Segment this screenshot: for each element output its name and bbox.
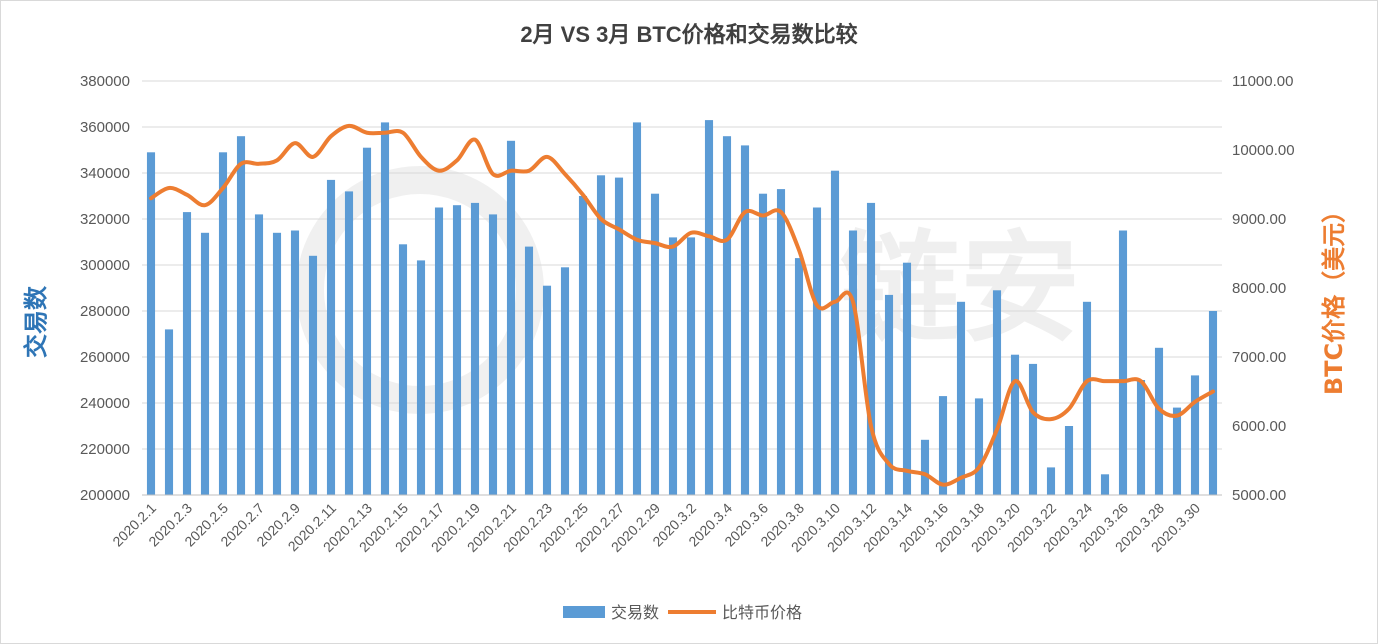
legend-swatch-bar [563,606,605,618]
right-tick-label: 10000.00 [1232,142,1295,159]
bar [1028,363,1038,495]
bar [200,232,210,496]
bar [308,255,318,495]
bar [884,294,894,495]
chart-title: 2月 VS 3月 BTC价格和交易数比较 [520,22,857,47]
bar [974,398,984,495]
bar [1154,347,1164,495]
bar [254,214,264,495]
bar [182,212,192,495]
right-axis-title: BTC价格（美元） [1320,199,1348,395]
bar [776,189,786,495]
right-tick-label: 5000.00 [1232,487,1286,504]
right-axis: 11000.00 10000.00 9000.00 8000.00 7000.00 600… [1232,73,1295,504]
bar [668,237,678,495]
bar [398,244,408,495]
bar [524,246,534,495]
legend-label-line: 比特币价格 [722,603,802,622]
bar [452,205,462,495]
bar [416,260,426,495]
bar [1100,474,1110,495]
bar [560,267,570,495]
right-tick-label: 8000.00 [1232,280,1286,297]
left-tick-label: 360000 [80,119,130,136]
line-series [149,123,1215,487]
left-tick-label: 380000 [80,73,130,90]
left-tick-label: 280000 [80,303,130,320]
bar [650,193,660,495]
bar [542,285,552,495]
bar [506,140,516,496]
left-axis: 380000 360000 340000 320000 300000 280000 2600… [80,73,130,504]
bar [902,262,912,495]
bar [632,122,642,496]
bar [794,258,804,495]
bar [866,202,876,495]
bar [596,175,606,496]
legend-label-bar: 交易数 [611,603,659,622]
price-line [149,123,1215,487]
bar [380,122,390,496]
bar [236,136,246,495]
bar [488,214,498,495]
bar [848,230,858,495]
bar [1208,311,1218,495]
bar [1064,426,1074,495]
bar [164,329,174,495]
right-tick-label: 6000.00 [1232,418,1286,435]
bar [830,170,840,495]
bar [1190,375,1200,495]
bar [722,136,732,495]
bar [1172,407,1182,495]
left-tick-label: 200000 [80,487,130,504]
bar [1046,467,1056,495]
bar-series [146,120,1218,496]
left-tick-label: 320000 [80,211,130,228]
right-tick-label: 11000.00 [1232,73,1293,90]
bar [272,232,282,496]
left-tick-label: 240000 [80,395,130,412]
left-tick-label: 300000 [80,257,130,274]
bar [344,191,354,495]
bar [938,396,948,495]
left-tick-label: 260000 [80,349,130,366]
bar [1118,230,1128,495]
bar [470,202,480,495]
right-tick-label: 7000.00 [1232,349,1286,366]
legend: 交易数 比特币价格 [563,603,802,622]
left-tick-label: 220000 [80,441,130,458]
bar [812,207,822,495]
bar [758,193,768,495]
bar [362,147,372,495]
bar [218,152,228,496]
bar [920,439,930,495]
right-tick-label: 9000.00 [1232,211,1286,228]
bar [1010,354,1020,495]
bar [740,145,750,495]
bar [686,237,696,495]
bar [956,301,966,495]
bar [614,177,624,495]
bar [704,120,714,495]
bar [290,230,300,495]
bar [326,179,336,495]
bar [1082,301,1092,495]
bar [992,290,1002,495]
bar [434,207,444,495]
left-tick-label: 340000 [80,165,130,182]
bar [146,152,156,496]
bar [1136,380,1146,495]
bar [578,196,588,495]
left-axis-title: 交易数 [22,285,50,358]
